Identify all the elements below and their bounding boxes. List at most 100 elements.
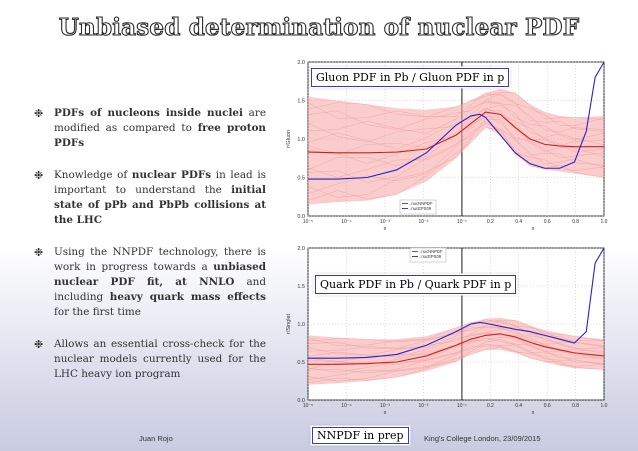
bullet-text: heavy quark mass effects — [109, 291, 266, 303]
replica-line — [307, 319, 605, 346]
replica-line — [307, 116, 605, 170]
bullet-text: Using the NNPDF technology, there is wor… — [54, 246, 266, 273]
x-tick-label: 0.8 — [572, 219, 579, 225]
x-tick-label: 0.2 — [487, 219, 494, 225]
legend-box — [399, 199, 437, 215]
replica-line — [307, 102, 605, 134]
y-tick-label: 2.0 — [297, 246, 305, 252]
replica-line — [307, 326, 605, 352]
bullet-text: in lead is important to understand the — [54, 169, 266, 196]
replica-line — [307, 93, 605, 127]
x-tick-label: 10⁻⁴ — [341, 219, 351, 225]
footer-institution: King's College London, 23/09/2015 — [424, 434, 541, 443]
y-tick-label: 0.0 — [297, 398, 305, 404]
replica-line — [307, 328, 605, 358]
series-line — [307, 111, 604, 154]
replica-line — [307, 123, 605, 194]
replica-line — [307, 337, 605, 373]
replica-line — [307, 326, 605, 356]
bullet-text: PDFs of nucleons inside nuclei — [54, 107, 243, 119]
legend-label: ..nucEPS09 — [419, 254, 442, 259]
x-tick-label: 10⁻² — [419, 219, 429, 225]
x-tick-label: 10⁻¹ — [457, 219, 467, 225]
x-tick-label: 0.4 — [515, 219, 522, 225]
x-tick-label: 1.0 — [601, 219, 608, 225]
y-tick-label: 0.5 — [297, 176, 305, 182]
x-tick-label: 0.2 — [487, 403, 494, 409]
replica-line — [307, 109, 605, 164]
y-tick-label: 2.0 — [297, 60, 305, 66]
y-tick-label: 0.0 — [297, 214, 305, 220]
legend-label: ..nucEPS09 — [409, 206, 432, 211]
bullet-text: for the first time — [54, 306, 141, 318]
replica-line — [307, 120, 605, 198]
bullet-item: ❉ Knowledge of nuclear PDFs in lead is im… — [34, 168, 266, 228]
x-tick-label: 10⁻¹ — [457, 403, 467, 409]
x-tick-label: 0.8 — [572, 403, 579, 409]
replica-line — [307, 343, 605, 382]
bullet-text: and including — [54, 276, 266, 303]
series-line — [308, 247, 605, 359]
replica-line — [307, 344, 605, 381]
x-tick-label: 1.0 — [601, 403, 608, 409]
legend-box — [409, 247, 447, 263]
replica-line — [307, 92, 605, 120]
replica-line — [307, 107, 605, 155]
replica-line — [307, 104, 605, 150]
series-line — [308, 61, 605, 180]
x-axis-label: x — [532, 226, 535, 232]
quark-chart-label: Quark PDF in Pb / Quark PDF in p — [315, 275, 517, 294]
bullet-item: ❉ PDFs of nucleons inside nuclei are modi… — [34, 106, 266, 151]
gluon-ratio-chart: 0.0 0.5 1.0 1.5 2.0 10⁻⁵ 10⁻⁴ 10⁻³ 10⁻² 10⁻¹ 0.2 0.… — [286, 60, 608, 232]
replica-line — [307, 113, 605, 178]
footer-author: Juan Rojo — [139, 434, 173, 443]
legend-label: ..nucNNPDF — [409, 201, 433, 206]
bullet-item: ❉ Allows an essential cross-check for the… — [34, 337, 266, 382]
bullet-text: are modified as compared to — [54, 107, 266, 134]
x-axis-label: x — [384, 410, 387, 416]
legend-label: ..nucNNPDF — [419, 249, 443, 254]
x-tick-label: 10⁻³ — [380, 219, 390, 225]
series-line — [308, 333, 605, 365]
replica-line — [307, 346, 605, 384]
replica-line — [307, 339, 605, 374]
bullet-text: free proton PDFs — [54, 122, 266, 149]
bullet-text: unbiased nuclear PDF fit, at NNLO — [54, 261, 266, 288]
bullet-arrow-icon: ❉ — [34, 107, 44, 120]
y-tick-label: 1.5 — [297, 284, 305, 290]
y-axis-label: r/Gluon — [286, 130, 292, 148]
x-tick-label: 10⁻⁵ — [303, 219, 313, 225]
y-axis-label: r/Singlet — [286, 313, 292, 334]
bullet-text: nuclear PDFs — [131, 169, 212, 181]
gluon-chart-label: Gluon PDF in Pb / Gluon PDF in p — [311, 68, 510, 87]
replica-line — [307, 127, 605, 201]
bullet-arrow-icon: ❉ — [34, 338, 44, 351]
uncertainty-band — [308, 317, 604, 385]
replica-line — [307, 118, 605, 183]
x-tick-label: 0.6 — [544, 219, 551, 225]
quark-ratio-chart: 0.0 0.5 1.0 1.5 2.0 10⁻⁵ 10⁻⁴ 10⁻³ 10⁻² 10⁻¹ 0.2 0.… — [286, 246, 608, 416]
x-tick-label: 0.4 — [515, 403, 522, 409]
bullet-text: Allows an essential cross-check for the … — [54, 338, 266, 380]
bullet-arrow-icon: ❉ — [34, 246, 44, 259]
y-tick-label: 1.5 — [297, 99, 305, 105]
x-tick-label: 10⁻² — [419, 403, 429, 409]
slide-title: Unbiased determination of nuclear PDF — [58, 13, 580, 41]
bullet-list: ❉ PDFs of nucleons inside nuclei are modi… — [34, 106, 266, 399]
bullet-arrow-icon: ❉ — [34, 169, 44, 182]
x-tick-label: 10⁻⁴ — [341, 403, 351, 409]
bullet-item: ❉ Using the NNPDF technology, there is wo… — [34, 245, 266, 320]
x-tick-label: 10⁻⁵ — [303, 403, 313, 409]
replica-line — [307, 101, 605, 143]
y-tick-label: 1.0 — [297, 137, 305, 143]
bullet-text: Knowledge of — [54, 169, 132, 181]
y-tick-label: 1.0 — [297, 322, 305, 328]
y-tick-label: 0.5 — [297, 360, 305, 366]
x-axis-label: x — [384, 226, 387, 232]
bullet-text: initial state of pPb and PbPb collisions… — [54, 184, 266, 226]
x-tick-label: 10⁻³ — [380, 403, 390, 409]
footer-badge: NNPDF in prep — [312, 427, 409, 444]
x-tick-label: 0.6 — [544, 403, 551, 409]
replica-line — [307, 320, 605, 343]
x-axis-label: x — [532, 410, 535, 416]
